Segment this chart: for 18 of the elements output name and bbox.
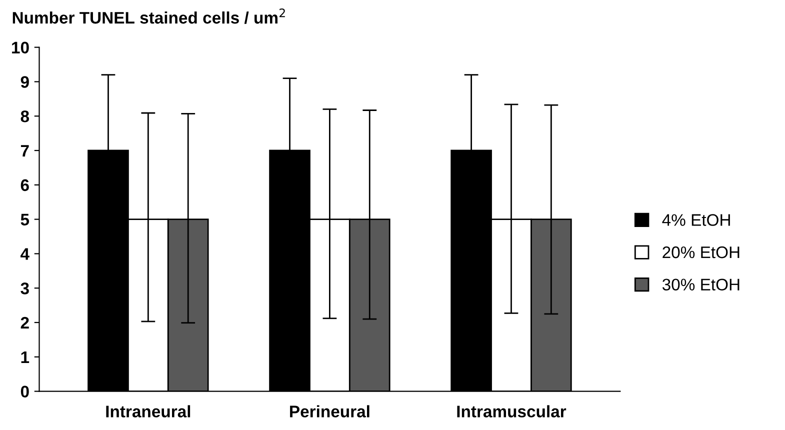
y-tick-label: 5: [20, 214, 30, 226]
legend-label: 30% EtOH: [662, 278, 740, 291]
y-tick-label: 1: [21, 351, 30, 363]
y-tick-label: 0: [20, 386, 29, 398]
y-tick-label: 8: [20, 110, 30, 122]
y-axis-title: Number TUNEL stained cells / um$^{2}$: [12, 8, 285, 24]
y-tick-label: 6: [20, 179, 29, 192]
legend-label: 4% EtOH: [662, 214, 730, 226]
x-tick-label: Perineural: [290, 405, 370, 418]
y-tick-label: 10: [12, 42, 29, 54]
y-tick-label: 7: [20, 145, 29, 157]
y-tick-label: 4: [20, 248, 30, 260]
y-tick-label: 9: [20, 76, 29, 88]
y-tick-label: 3: [20, 282, 29, 294]
y-tick-label: 2: [20, 316, 29, 329]
legend-label: 20% EtOH: [662, 246, 740, 258]
x-tick-label: Intraneural: [106, 405, 190, 418]
x-tick-label: Intramuscular: [457, 405, 566, 418]
